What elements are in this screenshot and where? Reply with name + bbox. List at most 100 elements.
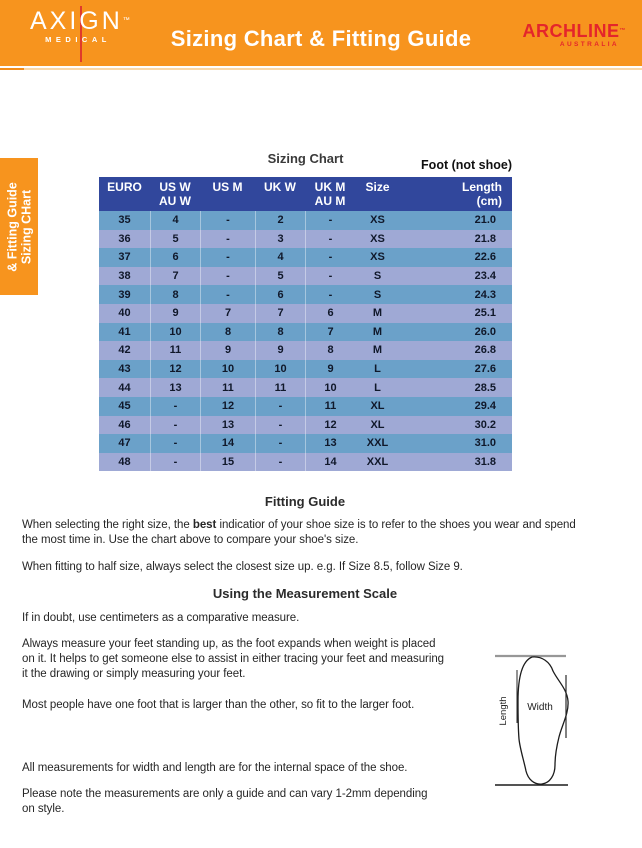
table-cell: -: [200, 229, 255, 249]
table-cell: -: [305, 211, 355, 230]
table-cell: 24.3: [474, 288, 496, 301]
archline-name-text: ARCHLINE: [522, 21, 620, 41]
column-header: EURO: [99, 177, 150, 211]
measurement-paragraph-5: Please note the measurements are only a …: [22, 788, 428, 815]
table-cell: XL: [370, 400, 385, 413]
table-cell: 26.0: [474, 325, 496, 338]
column-header: US W AU W: [150, 177, 200, 211]
table-cell: 7: [200, 303, 255, 323]
table-row: 41 10 8 8 7 M 26.0: [99, 322, 512, 342]
table-cell: 26.8: [474, 344, 496, 357]
table-row: 40 9 7 7 6 M 25.1: [99, 303, 512, 323]
table-cell: 5: [255, 266, 305, 286]
table-cell: 11: [305, 396, 355, 416]
table-cell: XXL: [366, 456, 389, 469]
table-cell: -: [200, 248, 255, 267]
column-header-line1: Length: [462, 180, 502, 194]
column-header-line2: AU W: [159, 194, 191, 208]
table-cell: L: [374, 363, 381, 376]
column-header-line1: EURO: [107, 180, 142, 194]
table-cell: -: [150, 396, 200, 416]
table-cell: -: [200, 285, 255, 304]
table-cell: 37: [118, 251, 131, 264]
column-header: Size: [355, 177, 400, 211]
table-row: 37 6-4- XS 22.6: [99, 248, 512, 267]
side-tab: Sizing CHart & Fitting Guide: [0, 158, 38, 295]
column-header: US M: [200, 177, 255, 211]
table-cell: -: [200, 266, 255, 286]
measurement-scale-heading: Using the Measurement Scale: [212, 586, 398, 601]
table-cell: 23.4: [474, 270, 496, 283]
table-cell: 13: [150, 378, 200, 397]
table-cell: 14: [305, 452, 355, 472]
logo-name: AXIGN™: [30, 8, 130, 34]
paragraph-text: the most time in. Use the chart above to…: [22, 534, 359, 546]
table-cell: 44: [118, 381, 131, 394]
fitting-guide-paragraph-2: When fitting to half size, always select…: [22, 561, 463, 573]
table-cell: 6: [305, 303, 355, 323]
table-row: 36 5-3- XS 21.8: [99, 229, 512, 249]
table-cell: XXL: [366, 437, 389, 450]
archline-name: ARCHLINE™: [523, 22, 627, 41]
page-title: Sizing Chart & Fitting Guide: [170, 26, 472, 51]
table-cell: 46: [118, 418, 131, 431]
column-header-line1: US M: [212, 180, 243, 194]
table-row: 44 13 11 11 10 L 28.5: [99, 378, 512, 397]
table-cell: -: [255, 396, 305, 416]
table-cell: -: [305, 266, 355, 286]
table-cell: 12: [305, 415, 355, 435]
table-cell: 9: [255, 341, 305, 360]
table-cell: -: [150, 415, 200, 435]
table-cell: 40: [118, 307, 131, 320]
table-cell: 39: [118, 288, 131, 301]
table-row: 42 11 9 9 8 M 26.8: [99, 341, 512, 360]
measurement-paragraph-4: All measurements for width and length ar…: [22, 762, 408, 774]
table-cell: 47: [118, 437, 131, 450]
table-cell: 10: [255, 359, 305, 379]
trademark-symbol: ™: [619, 28, 626, 34]
header-divider-line: [0, 68, 642, 70]
table-cell: 13: [305, 434, 355, 453]
side-tab-line2: & Fitting Guide: [5, 181, 19, 272]
table-row: 45-12-11 XL 29.4: [99, 396, 512, 416]
table-cell: -: [255, 415, 305, 435]
table-cell: 4: [255, 248, 305, 267]
measurement-paragraph-3: Most people have one foot that is larger…: [22, 699, 415, 711]
table-cell: S: [373, 270, 382, 283]
table-cell: 10: [200, 359, 255, 379]
table-row: 35 4-2- XS 21.0: [99, 211, 512, 230]
column-header-line1: UK W: [264, 180, 296, 194]
table-cell: 9: [305, 359, 355, 379]
table-row: 48-15-14 XXL 31.8: [99, 452, 512, 472]
table-cell: 42: [118, 344, 131, 357]
table-cell: 8: [305, 341, 355, 360]
paragraph-text: When selecting the right size, the: [22, 519, 193, 531]
table-cell: 31.0: [474, 437, 496, 450]
table-cell: 29.4: [474, 400, 496, 413]
table-cell: -: [255, 452, 305, 472]
table-row: 47-14-13 XXL 31.0: [99, 434, 512, 453]
table-cell: M: [372, 307, 383, 320]
width-label: Width: [527, 702, 553, 713]
table-cell: 3: [255, 229, 305, 249]
side-tab-label: Sizing CHart & Fitting Guide: [0, 158, 38, 295]
axign-medical-logo: AXIGN™ MEDICAL: [30, 6, 130, 62]
table-row: 38 7-5- S 23.4: [99, 266, 512, 286]
table-cell: 28.5: [474, 381, 496, 394]
table-cell: 10: [150, 322, 200, 342]
logo-subtitle: MEDICAL: [45, 35, 111, 44]
logo-vertical-line: [80, 6, 82, 62]
table-cell: 11: [200, 378, 255, 397]
table-cell: XS: [370, 251, 385, 264]
table-cell: 8: [200, 322, 255, 342]
table-cell: M: [372, 325, 383, 338]
foot-outline: [517, 656, 569, 785]
table-cell: 25.1: [474, 307, 496, 320]
table-cell: -: [305, 285, 355, 304]
table-cell: -: [200, 211, 255, 230]
table-cell: 43: [118, 363, 131, 376]
size-table-header: EURO US W AU W US M UK W UK M AU M Size Length (c…: [99, 177, 512, 211]
table-cell: 9: [200, 341, 255, 360]
table-cell: 7: [150, 266, 200, 286]
table-cell: 15: [200, 452, 255, 472]
